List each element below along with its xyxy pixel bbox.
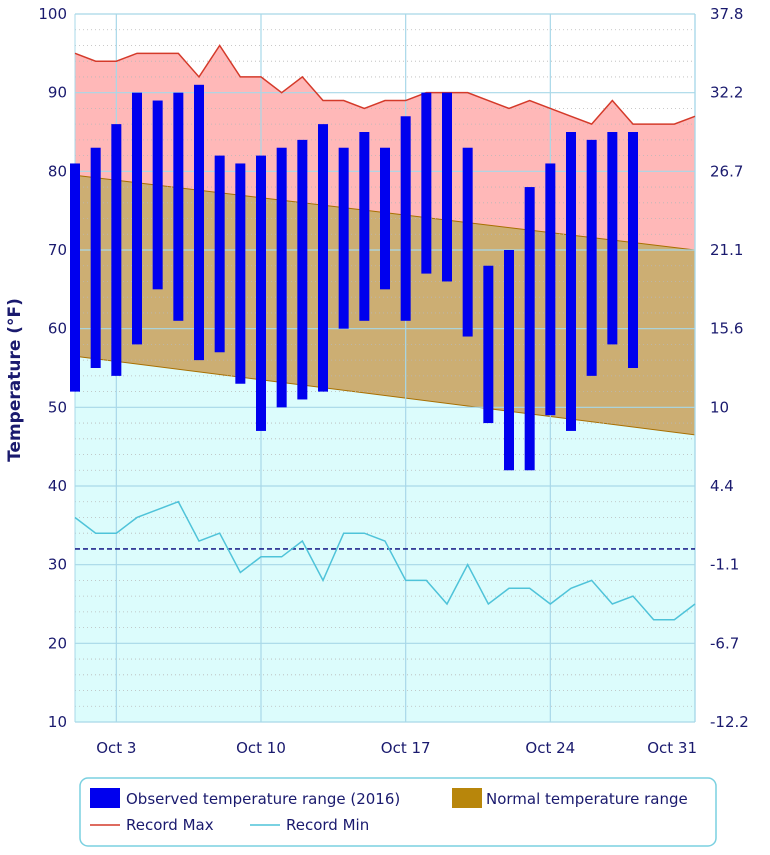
- y-tick-label: 70: [48, 241, 67, 259]
- legend-label-observed: Observed temperature range (2016): [126, 790, 400, 808]
- y2-tick-label: 15.6: [710, 320, 743, 338]
- y-tick-label: 20: [48, 634, 67, 652]
- legend-label-normal: Normal temperature range: [486, 790, 688, 808]
- x-tick-label: Oct 31: [647, 739, 697, 757]
- normal-range-band: [75, 175, 695, 435]
- record-min-line: [74, 500, 696, 621]
- observed-bar: [359, 132, 370, 321]
- observed-bar: [586, 139, 597, 376]
- x-tick-label: Oct 17: [381, 739, 431, 757]
- legend-item-observed[interactable]: Observed temperature range (2016): [90, 788, 400, 808]
- y-tick-label: 10: [48, 713, 67, 731]
- record-max-line: [74, 44, 696, 126]
- legend-label-record-min: Record Min: [286, 816, 369, 834]
- observed-bar: [152, 100, 163, 290]
- observed-bar: [628, 132, 638, 368]
- legend-item-record-max[interactable]: Record Max: [90, 816, 214, 834]
- y-tick-label: 100: [38, 5, 67, 23]
- observed-bar: [421, 92, 432, 274]
- axes: 10 20 30 40 50 60 70 80 90 100 -12.2 -6.7 -1.1 4.4 10…: [38, 5, 748, 757]
- y-tick-label: 80: [48, 162, 67, 180]
- y-tick-label: 50: [48, 398, 67, 416]
- y2-tick-label: 4.4: [710, 477, 734, 495]
- legend-item-record-min[interactable]: Record Min: [250, 816, 369, 834]
- observed-bar: [462, 147, 473, 337]
- y2-tick-label: 37.8: [710, 5, 743, 23]
- observed-bar: [400, 116, 411, 321]
- observed-bar: [338, 147, 349, 329]
- observed-bar: [235, 163, 246, 384]
- y2-tick-label: -6.7: [710, 634, 739, 652]
- observed-bar: [380, 147, 390, 290]
- observed-bar: [194, 84, 204, 361]
- observed-bar: [276, 147, 287, 408]
- legend-swatch-normal: [452, 788, 482, 808]
- observed-bar: [442, 92, 452, 282]
- legend-item-normal[interactable]: Normal temperature range: [452, 788, 688, 808]
- y-tick-label: 30: [48, 556, 67, 574]
- y-tick-label: 60: [48, 320, 67, 338]
- y2-tick-label: -12.2: [710, 713, 749, 731]
- observed-bar: [132, 92, 142, 345]
- observed-bar: [214, 155, 225, 353]
- normal-low-edge: [74, 355, 696, 436]
- observed-bar: [111, 124, 122, 376]
- y2-tick-label: 21.1: [710, 241, 743, 259]
- observed-bar: [607, 132, 618, 345]
- x-tick-label: Oct 24: [525, 739, 575, 757]
- observed-bar: [545, 163, 556, 416]
- plot-area: [70, 13, 696, 723]
- y2-tick-label: 10: [710, 398, 729, 416]
- y-axis-label: Temperature (°F): [5, 298, 25, 462]
- observed-bar: [504, 250, 514, 471]
- y2-tick-label: 26.7: [710, 162, 743, 180]
- observed-bar: [70, 163, 80, 392]
- x-tick-label: Oct 10: [236, 739, 286, 757]
- legend-swatch-observed: [90, 788, 120, 808]
- y-tick-label: 40: [48, 477, 67, 495]
- observed-bar: [524, 187, 535, 471]
- y-tick-label: 90: [48, 84, 67, 102]
- observed-bar: [566, 132, 576, 431]
- y2-tick-label: 32.2: [710, 84, 743, 102]
- x-tick-label: Oct 3: [96, 739, 136, 757]
- y2-tick-label: -1.1: [710, 556, 739, 574]
- observed-bar: [256, 155, 266, 431]
- legend: Observed temperature range (2016) Normal…: [79, 777, 717, 847]
- observed-bar: [318, 124, 328, 392]
- legend-label-record-max: Record Max: [126, 816, 214, 834]
- observed-bar: [90, 147, 101, 368]
- observed-bar: [297, 139, 308, 400]
- observed-bar: [173, 92, 184, 321]
- legend-box: [79, 777, 717, 847]
- observed-bar: [483, 265, 494, 424]
